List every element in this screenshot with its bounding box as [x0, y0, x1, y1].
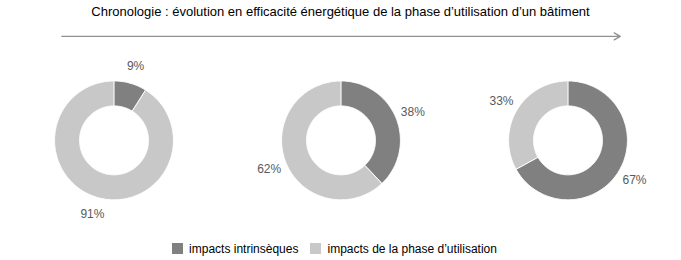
svg-text:38%: 38% — [401, 105, 425, 119]
svg-text:33%: 33% — [489, 94, 513, 108]
html-text:impacts intrinsèques: impacts intrinsèques — [189, 241, 299, 256]
svg-text:67%: 67% — [622, 173, 646, 187]
html-text:Chronologie : évolution en eff: Chronologie : évolution en efficacité én… — [91, 4, 590, 19]
svg-text:62%: 62% — [257, 162, 281, 176]
svg-text:91%: 91% — [80, 207, 104, 221]
html-text:impacts de la phase d’utilisat: impacts de la phase d’utilisation — [327, 241, 497, 256]
svg-text:9%: 9% — [127, 59, 145, 73]
